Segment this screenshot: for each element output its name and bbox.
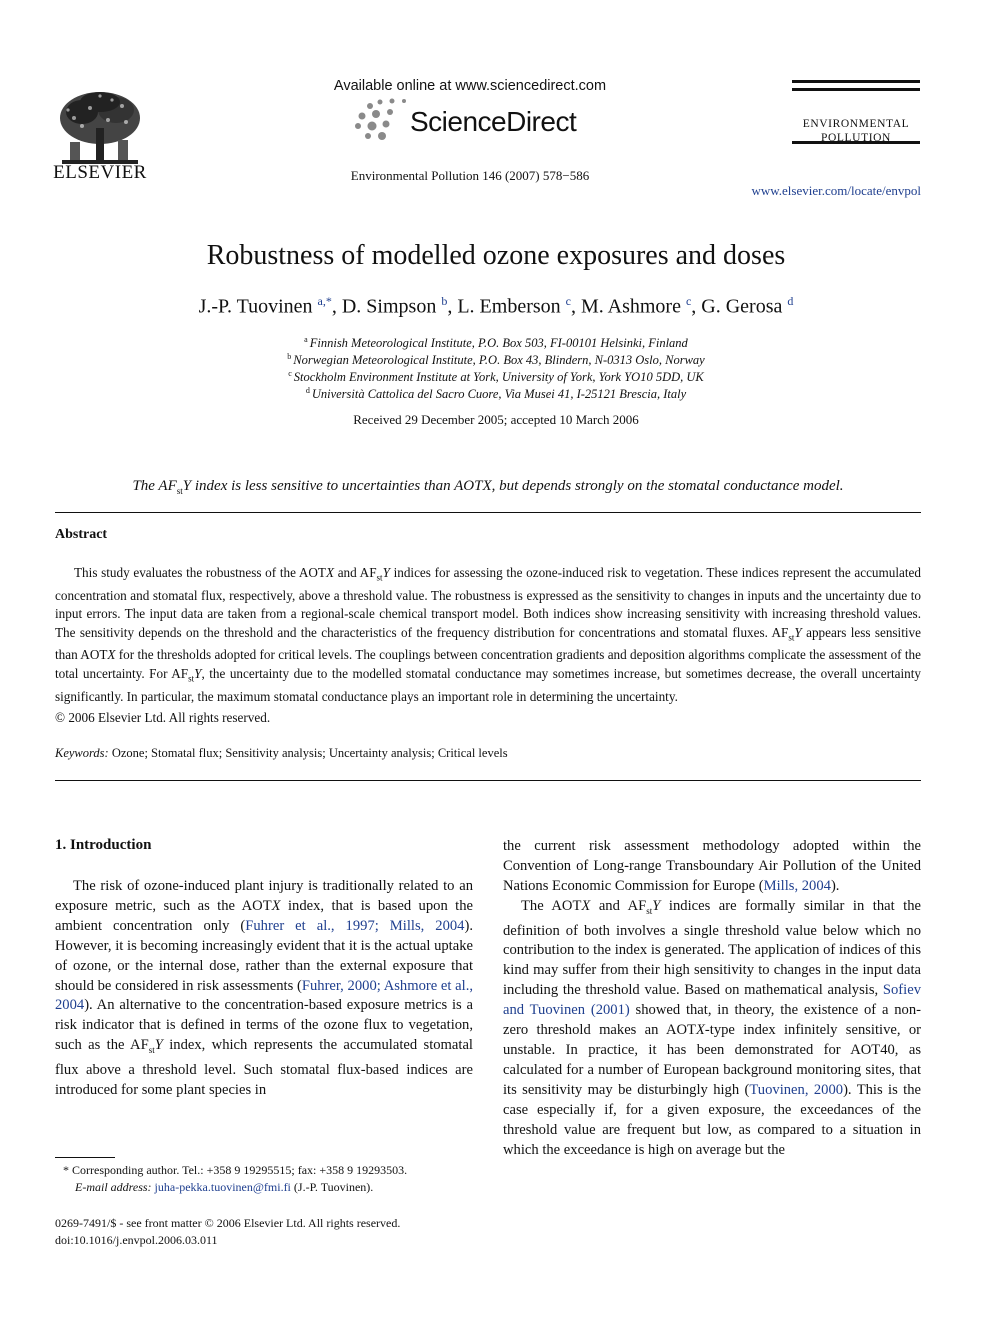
divider xyxy=(55,512,921,513)
author-affiliation-marker[interactable]: c xyxy=(685,294,692,308)
author-separator: , xyxy=(691,295,702,318)
author-affiliation-marker[interactable]: a,* xyxy=(317,294,332,308)
email-link[interactable]: juha-pekka.tuovinen@fmi.fi xyxy=(154,1180,291,1194)
received-dates: Received 29 December 2005; accepted 10 M… xyxy=(353,412,639,427)
citation-link[interactable]: Mills, 2004 xyxy=(763,877,831,894)
journal-name-line: POLLUTION xyxy=(821,132,891,144)
affiliation-marker: a xyxy=(304,335,310,344)
citation-link[interactable]: Sofiev and Tuovinen (2001) xyxy=(503,982,921,1019)
author-affiliation-marker[interactable]: b xyxy=(441,294,448,308)
abstract-copyright: © 2006 Elsevier Ltd. All rights reserved… xyxy=(55,710,271,725)
journal-citation: Environmental Pollution 146 (2007) 578−5… xyxy=(350,168,590,183)
sciencedirect-dots-icon xyxy=(355,98,406,140)
keywords: Keywords: Ozone; Stomatal flux; Sensitiv… xyxy=(55,746,508,761)
email-suffix: (J.-P. Tuovinen). xyxy=(290,1180,374,1194)
elsevier-tree-logo xyxy=(52,88,148,172)
journal-name-line: ENVIRONMENTAL xyxy=(802,118,910,130)
email-label: E-mail address: xyxy=(75,1180,152,1194)
affiliation: c Stockholm Environment Institute at Yor… xyxy=(60,369,932,385)
issn-line: 0269-7491/$ - see front matter © 2006 El… xyxy=(55,1216,401,1230)
paragraph: The risk of ozone-induced plant injury i… xyxy=(55,878,473,1098)
author-list: J.-P. Tuovinen a,*, D. Simpson b, L. Emb… xyxy=(60,294,932,319)
author-separator: , xyxy=(447,295,458,318)
body-column-right: the current risk assessment methodology … xyxy=(503,837,921,1160)
affiliation-marker: c xyxy=(288,369,294,378)
keywords-list: Ozone; Stomatal flux; Sensitivity analys… xyxy=(108,746,508,760)
citation-link[interactable]: Fuhrer, 2000; Ashmore et al., 2004 xyxy=(55,977,473,1014)
front-matter-info: 0269-7491/$ - see front matter © 2006 El… xyxy=(55,1215,400,1249)
section-heading: 1. Introduction xyxy=(55,837,152,853)
author-name: M. Ashmore xyxy=(580,295,686,318)
journal-url-link[interactable]: www.elsevier.com/locate/envpol xyxy=(751,183,921,198)
masthead-rule xyxy=(792,80,920,83)
author-name: G. Gerosa xyxy=(701,295,788,318)
author-separator: , xyxy=(570,295,581,318)
affiliation: a Finnish Meteorological Institute, P.O.… xyxy=(60,335,932,351)
abstract-body: This study evaluates the robustness of t… xyxy=(55,565,921,704)
doi-line: doi:10.1016/j.envpol.2006.03.011 xyxy=(55,1233,218,1247)
affiliation-text: Finnish Meteorological Institute, P.O. B… xyxy=(309,336,688,351)
footnote-rule xyxy=(55,1157,115,1158)
paragraph: The AOTX and AFstY indices are formally … xyxy=(503,897,921,1158)
author-separator: , xyxy=(331,295,342,318)
highlight-subscript: st xyxy=(176,486,183,496)
affiliation-marker: d xyxy=(305,386,312,395)
article-title: Robustness of modelled ozone exposures a… xyxy=(206,240,786,271)
journal-name: ENVIRONMENTAL POLLUTION xyxy=(792,117,920,145)
highlight-text: Y index is less sensitive to uncertainti… xyxy=(182,478,844,494)
author-name: J.-P. Tuovinen xyxy=(198,295,318,318)
available-online-text: Available online at www.sciencedirect.co… xyxy=(333,78,607,94)
author-affiliation-marker[interactable]: d xyxy=(787,294,794,308)
author-affiliation-marker[interactable]: c xyxy=(565,294,571,308)
journal-masthead xyxy=(792,80,920,144)
affiliation: b Norwegian Meteorological Institute, P.… xyxy=(60,352,932,368)
divider xyxy=(55,780,921,781)
sciencedirect-wordmark: ScienceDirect xyxy=(410,106,577,137)
publisher-wordmark: ELSEVIER xyxy=(53,162,147,183)
affiliation: d Università Cattolica del Sacro Cuore, … xyxy=(60,386,932,402)
author-name: L. Emberson xyxy=(457,295,566,318)
paragraph: the current risk assessment methodology … xyxy=(503,838,921,894)
corresponding-author-note: * Corresponding author. Tel.: +358 9 192… xyxy=(63,1163,408,1177)
email-note: E-mail address: juha-pekka.tuovinen@fmi.… xyxy=(55,1179,505,1196)
citation-link[interactable]: Tuovinen, 2000 xyxy=(749,1081,844,1098)
masthead-rule xyxy=(792,141,920,144)
affiliation-text: Norwegian Meteorological Institute, P.O.… xyxy=(293,353,705,368)
article-highlight: The AFstY index is less sensitive to unc… xyxy=(55,478,921,496)
keywords-label: Keywords: xyxy=(55,746,109,760)
abstract-heading: Abstract xyxy=(55,527,108,542)
affiliation-marker: b xyxy=(287,352,294,361)
affiliation-text: Università Cattolica del Sacro Cuore, Vi… xyxy=(311,387,687,402)
masthead-rule xyxy=(792,88,920,91)
highlight-text: The AF xyxy=(132,478,177,494)
affiliation-text: Stockholm Environment Institute at York,… xyxy=(293,370,704,385)
citation-link[interactable]: Fuhrer et al., 1997; Mills, 2004 xyxy=(245,917,465,934)
body-column-left: The risk of ozone-induced plant injury i… xyxy=(55,877,473,1101)
author-name: D. Simpson xyxy=(341,295,442,318)
